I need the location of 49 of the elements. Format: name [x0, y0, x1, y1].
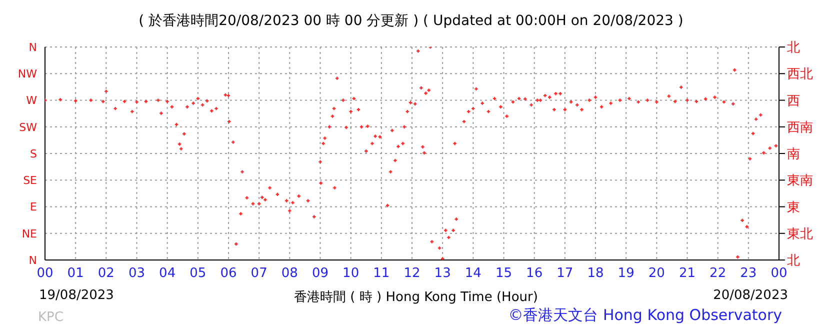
text: ©香港天文台 Hong Kong Observatory — [508, 306, 782, 325]
category-label: E — [30, 200, 37, 214]
x-tick-label: 03 — [128, 266, 146, 282]
x-tick-label: 13 — [434, 266, 451, 282]
category-label: 東 — [787, 200, 800, 216]
category-label: 東南 — [787, 174, 813, 189]
x-tick-label: 17 — [556, 266, 574, 282]
category-label: 西北 — [787, 67, 813, 82]
category-label: 西南 — [787, 120, 813, 136]
x-tick-label: 16 — [526, 266, 543, 282]
category-label: 南 — [787, 147, 800, 162]
category-label: 西 — [787, 94, 800, 109]
category-label: 東北 — [787, 226, 813, 242]
category-label: NE — [22, 227, 37, 240]
x-tick-label: 10 — [342, 266, 360, 282]
category-label: N — [28, 40, 37, 54]
category-label: 北 — [787, 40, 800, 56]
x-tick-label: 06 — [220, 266, 237, 282]
x-tick-label: 19 — [618, 266, 634, 282]
category-label: NW — [18, 68, 37, 81]
text: 20/08/2023 — [713, 288, 788, 303]
x-tick-label: 21 — [678, 266, 696, 282]
x-tick-label: 09 — [312, 266, 329, 282]
x-tick-label: 18 — [587, 266, 604, 282]
x-axis-title: 香港時間 ( 時 ) Hong Kong Time (Hour) — [294, 290, 538, 305]
text: 19/08/2023 — [39, 288, 114, 303]
x-tick-label: 07 — [250, 266, 268, 282]
x-tick-label: 14 — [464, 266, 482, 282]
x-tick-label: 12 — [404, 266, 420, 282]
x-tick-label: 11 — [373, 266, 390, 282]
x-tick-label: 01 — [67, 266, 84, 282]
category-label: SW — [19, 120, 37, 134]
category-label: W — [26, 94, 37, 108]
category-label: S — [30, 147, 37, 160]
x-tick-label: 05 — [190, 266, 206, 282]
text: KPC — [38, 310, 64, 325]
category-label: N — [28, 254, 37, 267]
x-tick-label: 08 — [281, 266, 298, 282]
chart-title: ( 於香港時間20/08/2023 00 時 00 分更新 ) ( Updated at 00:00H on 20/08/2023 ) — [138, 12, 684, 30]
category-label: 北 — [787, 254, 800, 269]
x-tick-label: 04 — [159, 266, 176, 282]
x-tick-label: 00 — [36, 266, 54, 282]
x-tick-label: 23 — [740, 266, 757, 282]
x-tick-label: 00 — [770, 266, 788, 282]
x-tick-label: 15 — [495, 266, 512, 282]
x-tick-label: 20 — [648, 266, 665, 282]
x-tick-label: 22 — [710, 266, 726, 282]
category-label: SE — [23, 174, 37, 188]
x-tick-label: 02 — [98, 266, 114, 282]
